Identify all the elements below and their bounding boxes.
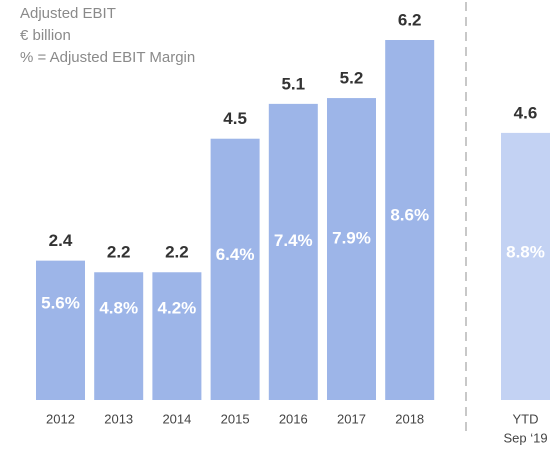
margin-label: 5.6% bbox=[41, 294, 80, 313]
bar bbox=[94, 272, 144, 400]
x-tick-label: 2013 bbox=[104, 411, 133, 426]
x-tick-label: 2018 bbox=[395, 411, 424, 426]
chart-note: % = Adjusted EBIT Margin bbox=[20, 49, 195, 66]
chart-title: Adjusted EBIT bbox=[20, 5, 116, 22]
x-tick-label: 2017 bbox=[337, 411, 366, 426]
value-label: 4.6 bbox=[514, 103, 538, 122]
margin-label: 7.4% bbox=[274, 231, 313, 250]
value-label: 2.2 bbox=[165, 243, 189, 262]
margin-label: 4.8% bbox=[99, 298, 138, 317]
value-label: 2.2 bbox=[107, 243, 131, 262]
bar bbox=[327, 98, 376, 400]
x-tick-label: YTD bbox=[513, 411, 539, 426]
margin-label: 8.6% bbox=[390, 205, 429, 224]
value-label: 2.4 bbox=[49, 231, 73, 250]
value-label: 5.2 bbox=[340, 69, 364, 88]
x-tick-label: 2015 bbox=[221, 411, 250, 426]
x-tick-label: 2012 bbox=[46, 411, 75, 426]
bar bbox=[268, 103, 318, 400]
margin-label: 6.4% bbox=[216, 245, 255, 264]
margin-label: 8.8% bbox=[506, 243, 545, 262]
chart-subtitle: € billion bbox=[20, 27, 71, 44]
value-label: 6.2 bbox=[398, 10, 422, 29]
value-label: 5.1 bbox=[281, 74, 305, 93]
margin-label: 7.9% bbox=[332, 229, 371, 248]
bar bbox=[152, 272, 202, 400]
x-tick-label: 2016 bbox=[279, 411, 308, 426]
x-tick-label: 2014 bbox=[162, 411, 191, 426]
x-tick-label: Sep ‘19 bbox=[503, 430, 547, 445]
bar bbox=[36, 260, 85, 400]
bar bbox=[210, 138, 260, 401]
bar bbox=[501, 132, 550, 400]
value-label: 4.5 bbox=[223, 109, 247, 128]
bar bbox=[385, 40, 435, 400]
margin-label: 4.2% bbox=[158, 298, 197, 317]
